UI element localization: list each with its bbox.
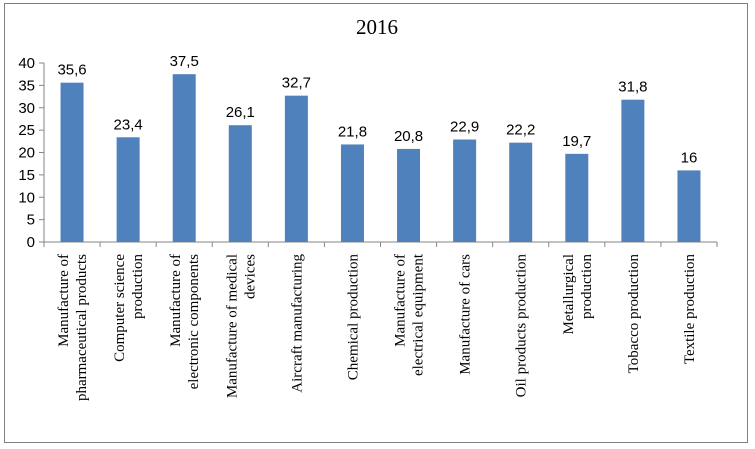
y-tick-label: 35	[18, 77, 35, 94]
bar	[284, 95, 308, 242]
category-label: Oil products production	[514, 254, 530, 398]
category-label-line: Manufacture of	[168, 254, 184, 347]
category-label-line: Textile production	[682, 254, 698, 365]
y-tick-label: 15	[18, 167, 35, 184]
category-label: Textile production	[682, 254, 698, 365]
bar	[60, 82, 84, 242]
category-label: Chemical production	[345, 254, 361, 381]
category-label-line: Chemical production	[345, 254, 361, 381]
y-tick-label: 20	[18, 145, 35, 162]
bar	[172, 74, 196, 242]
category-label-line: Manufacture of medical	[224, 254, 240, 398]
y-tick-label: 0	[27, 234, 35, 251]
data-label: 37,5	[170, 53, 199, 70]
chart-title: 2016	[356, 15, 398, 39]
category-label-line: electronic components	[186, 254, 202, 390]
category-label-line: Oil products production	[514, 254, 530, 398]
y-tick-label: 30	[18, 100, 35, 117]
data-label: 26,1	[226, 104, 255, 121]
data-label: 22,9	[450, 119, 479, 136]
category-label-line: Computer science	[112, 254, 128, 362]
category-label-line: Manufacture of cars	[458, 254, 474, 375]
category-label: Computer science production	[112, 254, 146, 362]
bar	[677, 170, 701, 242]
category-label: Manufacture of cars	[458, 254, 474, 375]
bar	[621, 99, 645, 242]
data-label: 16	[681, 149, 698, 166]
y-tick-label: 40	[18, 55, 35, 72]
category-label: Manufacture of electrical equipment	[393, 253, 427, 376]
y-tick-label: 10	[18, 189, 35, 206]
data-label: 32,7	[282, 75, 311, 92]
bar	[565, 153, 589, 242]
data-label: 23,4	[114, 116, 143, 133]
category-label-line: devices	[242, 254, 258, 299]
category-label-line: Manufacture of	[393, 254, 409, 347]
bar	[453, 139, 477, 242]
category-label-line: Manufacture of	[56, 254, 72, 347]
category-labels: Manufacture of pharmaceutical products Com…	[56, 253, 698, 401]
data-label: 21,8	[338, 123, 367, 140]
category-label: Manufacture of medical devices	[224, 254, 258, 398]
y-tick-label: 5	[27, 212, 35, 229]
bars	[60, 74, 701, 242]
data-label: 19,7	[562, 133, 591, 150]
category-label-line: Tobacco production	[626, 254, 642, 374]
bar	[509, 142, 533, 242]
category-label: Metallurgical production	[561, 254, 595, 335]
bar	[340, 144, 364, 242]
data-label: 31,8	[618, 79, 647, 96]
bar	[228, 125, 252, 242]
category-label-line: production	[130, 254, 146, 319]
data-label: 22,2	[506, 122, 535, 139]
category-label: Aircraft manufacturing	[289, 254, 305, 393]
y-tick-label: 25	[18, 122, 35, 139]
axes: 0 5 10 15 20 25 30 35 40	[18, 55, 718, 251]
category-label-line: electrical equipment	[411, 253, 427, 376]
data-label: 35,6	[57, 62, 86, 79]
category-label: Tobacco production	[626, 254, 642, 374]
category-label-line: production	[579, 254, 595, 319]
data-labels: 35,6 23,4 37,5 26,1 32,7 21,8 20,8 22,9 22,2 19,7…	[57, 53, 697, 166]
category-label-line: Aircraft manufacturing	[289, 254, 305, 393]
bar	[116, 137, 140, 242]
category-label-line: Metallurgical	[561, 254, 577, 335]
category-label: Manufacture of pharmaceutical products	[56, 254, 90, 401]
bar	[397, 148, 421, 242]
category-label-line: pharmaceutical products	[74, 254, 90, 401]
data-label: 20,8	[394, 128, 423, 145]
category-label: Manufacture of electronic components	[168, 254, 202, 390]
